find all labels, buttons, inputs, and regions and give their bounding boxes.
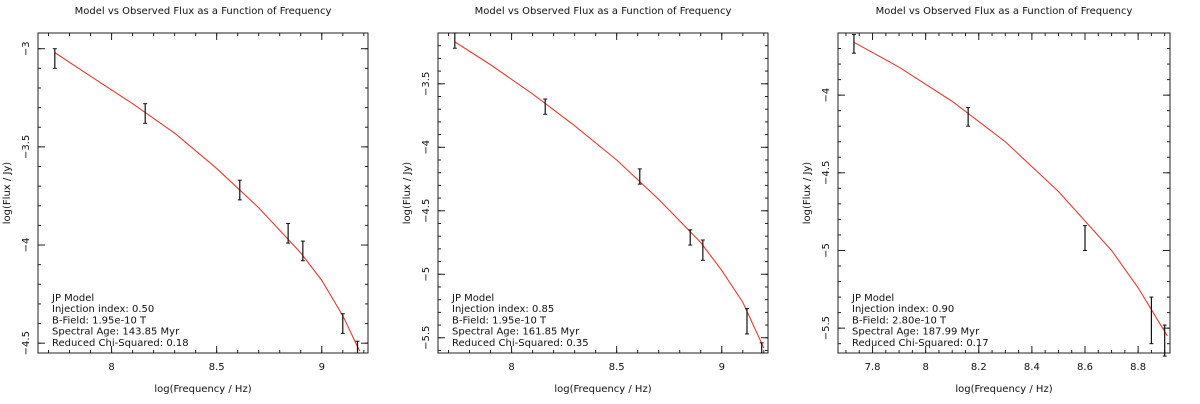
x-tick-label: 9 <box>319 362 325 373</box>
x-tick-label: 8 <box>922 362 928 373</box>
y-tick-label: −5 <box>421 267 432 282</box>
y-tick-label: −3.5 <box>21 135 32 159</box>
x-tick-label: 8.8 <box>1130 362 1146 373</box>
y-tick-label: −4 <box>821 88 832 103</box>
observed-point <box>1162 324 1167 357</box>
model-annotation-line: Spectral Age: 187.99 Myr <box>852 327 980 338</box>
y-tick-label: −4.5 <box>821 161 832 185</box>
y-tick-label: −5 <box>821 243 832 258</box>
plot-frame <box>437 32 769 354</box>
y-tick-label: −4.5 <box>421 199 432 223</box>
observed-point <box>286 222 291 244</box>
x-axis-label: log(Frequency / Hz) <box>554 384 651 395</box>
observed-point <box>237 179 242 201</box>
observed-point <box>452 32 457 49</box>
model-annotation-line: Reduced Chi-Squared: 0.18 <box>52 338 189 349</box>
model-annotation-line: Injection index: 0.90 <box>852 304 954 315</box>
model-annotation-line: Spectral Age: 143.85 Myr <box>52 327 180 338</box>
model-annotation-line: B-Field: 1.95e-10 T <box>452 315 547 326</box>
y-tick-label: −3 <box>21 41 32 56</box>
chart-title: Model vs Observed Flux as a Function of … <box>475 6 732 17</box>
model-annotation-line: B-Field: 1.95e-10 T <box>52 315 147 326</box>
model-curve <box>853 41 1168 337</box>
model-annotation-line: Reduced Chi-Squared: 0.35 <box>452 338 589 349</box>
observed-point <box>340 313 345 334</box>
y-tick-label: −3.5 <box>421 72 432 96</box>
y-tick-label: −5.5 <box>421 326 432 350</box>
model-annotation-line: JP Model <box>851 293 894 304</box>
observed-point <box>300 240 305 262</box>
model-annotation-line: Spectral Age: 161.85 Myr <box>452 327 580 338</box>
model-curve <box>454 41 765 349</box>
plot-frame <box>37 32 369 354</box>
observed-point <box>700 239 705 261</box>
y-axis-label: log(Flux / Jy) <box>2 162 13 225</box>
observed-point <box>851 34 856 54</box>
x-tick-label: 8.5 <box>209 362 225 373</box>
model-annotation-line: Injection index: 0.50 <box>52 304 154 315</box>
observed-point <box>966 107 971 127</box>
x-axis-label: log(Frequency / Hz) <box>154 384 251 395</box>
model-annotation-line: B-Field: 2.80e-10 T <box>852 315 947 326</box>
observed-point <box>52 48 57 69</box>
x-tick-label: 8.6 <box>1077 362 1093 373</box>
x-tick-label: 8.5 <box>609 362 625 373</box>
y-axis-label: log(Flux / Jy) <box>802 162 813 225</box>
observed-point <box>637 168 642 185</box>
x-tick-label: 9 <box>719 362 725 373</box>
x-tick-label: 8.4 <box>1024 362 1040 373</box>
observed-point <box>688 229 693 246</box>
plot-frame <box>837 32 1171 354</box>
observed-point <box>355 340 360 354</box>
x-tick-label: 8 <box>108 362 114 373</box>
x-tick-label: 8 <box>508 362 514 373</box>
x-axis-label: log(Frequency / Hz) <box>955 384 1052 395</box>
model-annotation-line: Reduced Chi-Squared: 0.17 <box>852 338 989 349</box>
observed-point <box>744 308 749 335</box>
observed-point <box>1083 225 1088 251</box>
model-annotation-line: JP Model <box>451 293 494 304</box>
observed-point <box>543 98 548 115</box>
x-tick-label: 7.8 <box>865 362 881 373</box>
x-tick-label: 8.2 <box>971 362 987 373</box>
observed-point <box>759 342 764 354</box>
y-tick-label: −5.5 <box>821 316 832 340</box>
chart-panel-1: Model vs Observed Flux as a Function of … <box>2 6 369 395</box>
observed-point <box>1149 296 1154 345</box>
model-annotation-line: Injection index: 0.85 <box>452 304 554 315</box>
y-axis-label: log(Flux / Jy) <box>402 162 413 225</box>
y-tick-label: −4 <box>421 140 432 155</box>
chart-title: Model vs Observed Flux as a Function of … <box>75 6 332 17</box>
y-tick-label: −4.5 <box>21 331 32 355</box>
chart-title: Model vs Observed Flux as a Function of … <box>876 6 1133 17</box>
model-curve <box>54 52 361 352</box>
model-annotation-line: JP Model <box>51 293 94 304</box>
observed-point <box>143 103 148 124</box>
y-tick-label: −4 <box>21 238 32 253</box>
chart-panel-2: Model vs Observed Flux as a Function of … <box>402 6 769 395</box>
chart-panel-3: Model vs Observed Flux as a Function of … <box>802 6 1171 395</box>
